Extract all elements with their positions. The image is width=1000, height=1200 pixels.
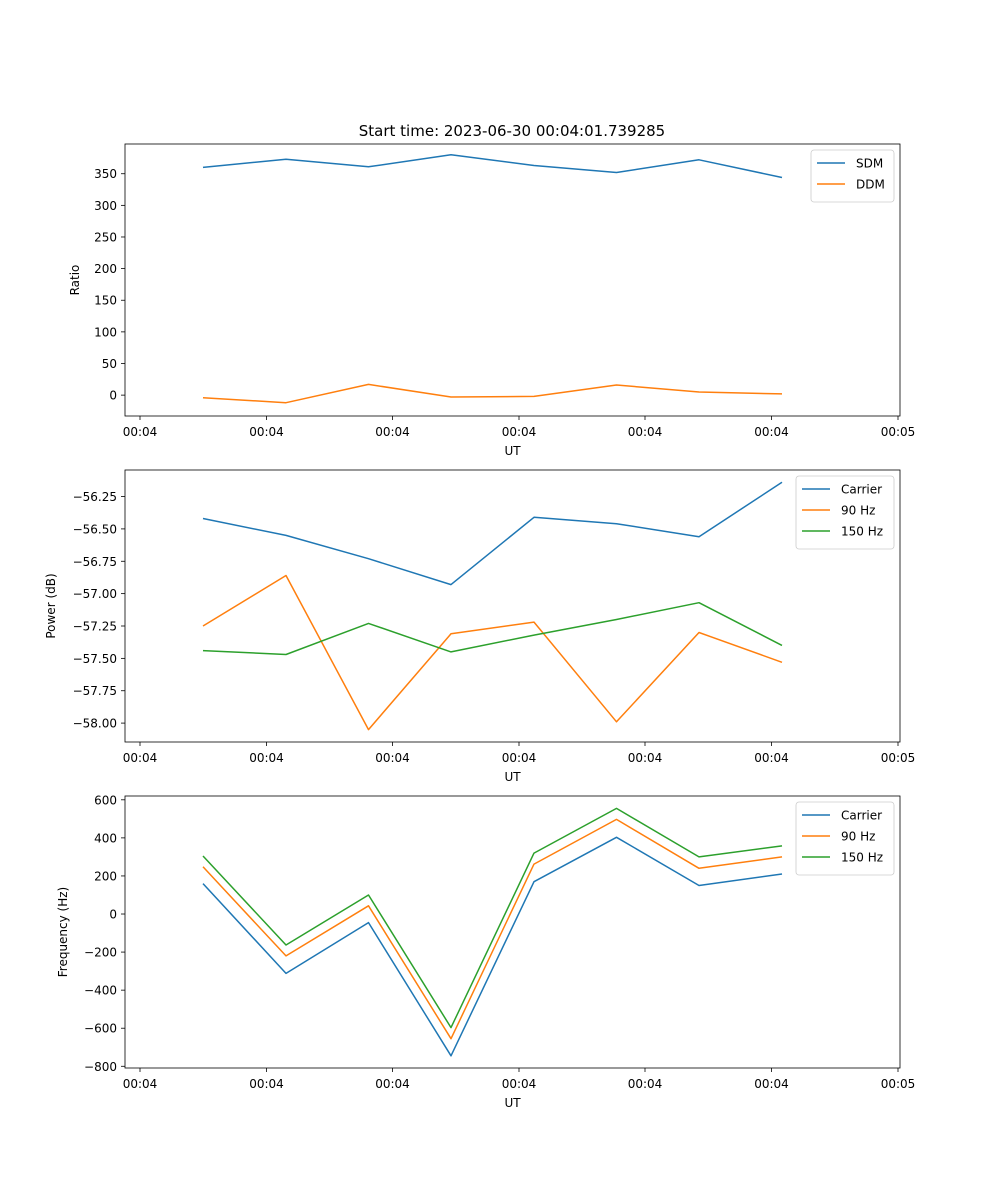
series-line-ddm [202,383,783,404]
y-tick-label: −56.50 [73,522,117,536]
x-tick-label: 00:05 [881,425,916,439]
series-line-sdm [202,154,783,179]
x-tick-label: 00:04 [628,425,663,439]
plot-frame [124,143,901,417]
y-tick-label: −57.25 [73,620,117,634]
x-tick-label: 00:05 [881,1077,916,1091]
chart-panel-2: 00:04 00:04 00:04 00:04 00:04 00:04 00:05 UT −58… [44,469,916,784]
series-line-150-hz [202,807,783,1029]
x-tick-label: 00:04 [249,751,284,765]
y-axis-label: Ratio [68,265,82,296]
x-tick-label: 00:04 [502,1077,537,1091]
y-tick-label: 400 [94,831,117,845]
y-tick-label: −58.00 [73,717,117,731]
legend-label: SDM [856,157,883,171]
x-tick-label: 00:04 [628,751,663,765]
x-tick-label: 00:04 [123,751,158,765]
y-tick-label: 50 [102,357,117,371]
x-tick-label: 00:04 [502,751,537,765]
x-tick-label: 00:04 [502,425,537,439]
x-tick-label: 00:04 [249,425,284,439]
y-tick-label: −600 [84,1022,117,1036]
x-tick-label: 00:04 [375,425,410,439]
chart-panel-3: 00:04 00:04 00:04 00:04 00:04 00:04 00:05 UT −80… [56,793,915,1110]
y-tick-label: −56.75 [73,555,117,569]
series-line-carrier [202,481,783,586]
series-line-carrier [202,836,783,1057]
y-tick-label: −400 [84,984,117,998]
legend-label: DDM [856,178,885,192]
x-tick-label: 00:04 [754,425,789,439]
x-tick-label: 00:04 [754,1077,789,1091]
y-tick-label: 350 [94,167,117,181]
chart-panel-1: 00:04 00:04 00:04 00:04 00:04 00:04 00:05 UT 0 50… [68,143,916,458]
series-line-90-hz [202,574,783,731]
x-tick-label: 00:04 [123,1077,158,1091]
y-tick-label: 0 [109,389,117,403]
y-tick-label: 250 [94,230,117,244]
y-tick-label: 200 [94,869,117,883]
y-axis-label: Frequency (Hz) [56,887,70,978]
legend-label: 150 Hz [841,851,883,865]
y-tick-label: 100 [94,325,117,339]
x-axis-label: UT [504,444,521,458]
series-line-150-hz [202,601,783,656]
y-tick-label: −56.25 [73,490,117,504]
x-tick-label: 00:04 [754,751,789,765]
y-tick-label: 600 [94,793,117,807]
x-axis-label: UT [504,1096,521,1110]
x-axis-label: UT [504,770,521,784]
y-tick-label: 150 [94,294,117,308]
figure-title: Start time: 2023-06-30 00:04:01.739285 [359,122,665,140]
legend-label: 90 Hz [841,830,875,844]
y-tick-label: −57.50 [73,652,117,666]
plot-frame [124,795,901,1069]
legend-label: 90 Hz [841,504,875,518]
y-tick-label: 300 [94,199,117,213]
series-line-90-hz [202,818,783,1040]
y-tick-label: 200 [94,262,117,276]
panels: 00:04 00:04 00:04 00:04 00:04 00:04 00:05 UT 0 50… [44,143,916,1110]
x-tick-label: 00:04 [628,1077,663,1091]
x-tick-label: 00:04 [123,425,158,439]
y-tick-label: 0 [109,908,117,922]
x-tick-label: 00:04 [375,1077,410,1091]
legend-label: 150 Hz [841,525,883,539]
y-axis-label: Power (dB) [44,573,58,638]
y-tick-label: −57.75 [73,684,117,698]
x-tick-label: 00:04 [249,1077,284,1091]
x-tick-label: 00:05 [881,751,916,765]
legend-label: Carrier [841,809,882,823]
x-tick-label: 00:04 [375,751,410,765]
plot-frame [124,469,901,743]
legend-label: Carrier [841,483,882,497]
y-tick-label: −200 [84,946,117,960]
y-tick-label: −57.00 [73,587,117,601]
y-tick-label: −800 [84,1060,117,1074]
